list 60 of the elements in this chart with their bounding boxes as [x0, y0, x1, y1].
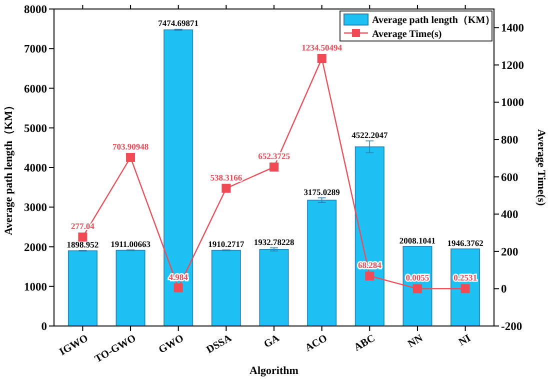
point: [174, 283, 183, 292]
data-label: 3175.0289: [304, 186, 340, 197]
data-label: 1911.00663: [110, 238, 150, 249]
data-label: 1910.2717: [208, 238, 245, 249]
x-tick-label: ABC: [352, 333, 378, 354]
y2-axis-title: Average Time(s): [535, 129, 547, 206]
data-label: 1898.952: [66, 239, 99, 250]
point: [78, 232, 88, 242]
y2-tick-label: 0: [501, 284, 507, 296]
y-tick-label: 4000: [24, 162, 48, 174]
y-tick-label: 2000: [24, 242, 48, 254]
y2-tick-label: 200: [501, 246, 518, 258]
x-tick-label: GA: [262, 332, 282, 350]
data-label: 538.3166: [210, 172, 242, 182]
y-tick-label: 7000: [24, 44, 48, 56]
data-label: 703.90948: [112, 141, 149, 152]
y-tick-label: 6000: [24, 83, 48, 96]
data-label: 0.0055: [406, 272, 430, 283]
y2-tick-label: 1000: [501, 97, 524, 110]
point: [317, 54, 326, 64]
x-axis-title: Algorithm: [250, 365, 298, 377]
data-label: 1234.50494: [302, 42, 343, 53]
x-tick-label: NN: [406, 332, 426, 350]
y2-tick-label: -200: [501, 321, 522, 333]
y-tick-label: 8000: [24, 4, 48, 16]
y-tick-label: 3000: [24, 202, 48, 214]
data-label: 4522.2047: [352, 130, 388, 140]
point: [222, 184, 231, 193]
data-label: 1946.3762: [447, 238, 484, 248]
y2-tick-label: 1200: [501, 60, 524, 72]
bar: [402, 246, 432, 326]
data-label: 0.2531: [454, 272, 477, 283]
bar: [450, 248, 480, 326]
data-label: 2008.1041: [399, 235, 436, 246]
point: [412, 284, 422, 294]
x-tick-label: NI: [457, 333, 473, 348]
x-tick-label: GWO: [157, 333, 186, 356]
data-label: 7474.69871: [158, 18, 199, 28]
y-axis-title: Average path length（KM）: [3, 100, 15, 236]
x-tick-label: ACO: [304, 333, 330, 354]
bar: [211, 250, 241, 326]
bar: [116, 250, 146, 326]
point: [126, 152, 136, 162]
y2-tick-label: 400: [501, 209, 518, 222]
y-tick-label: 1000: [24, 281, 48, 294]
point: [365, 271, 374, 280]
y2-tick-label: 1400: [501, 22, 524, 35]
bar: [307, 200, 337, 326]
data-label: 1932.78228: [254, 236, 294, 247]
bar: [164, 29, 194, 326]
point: [460, 284, 470, 294]
bar: [68, 250, 98, 326]
point: [270, 162, 278, 172]
legend-label: Average Time(s): [372, 29, 442, 40]
legend-label: Average path length（KM）: [372, 15, 496, 26]
y2-tick-label: 800: [501, 134, 518, 147]
y2-tick-label: 600: [501, 172, 518, 184]
y-tick-label: 0: [41, 321, 48, 333]
y-tick-label: 5000: [24, 122, 48, 135]
bar: [259, 249, 289, 326]
